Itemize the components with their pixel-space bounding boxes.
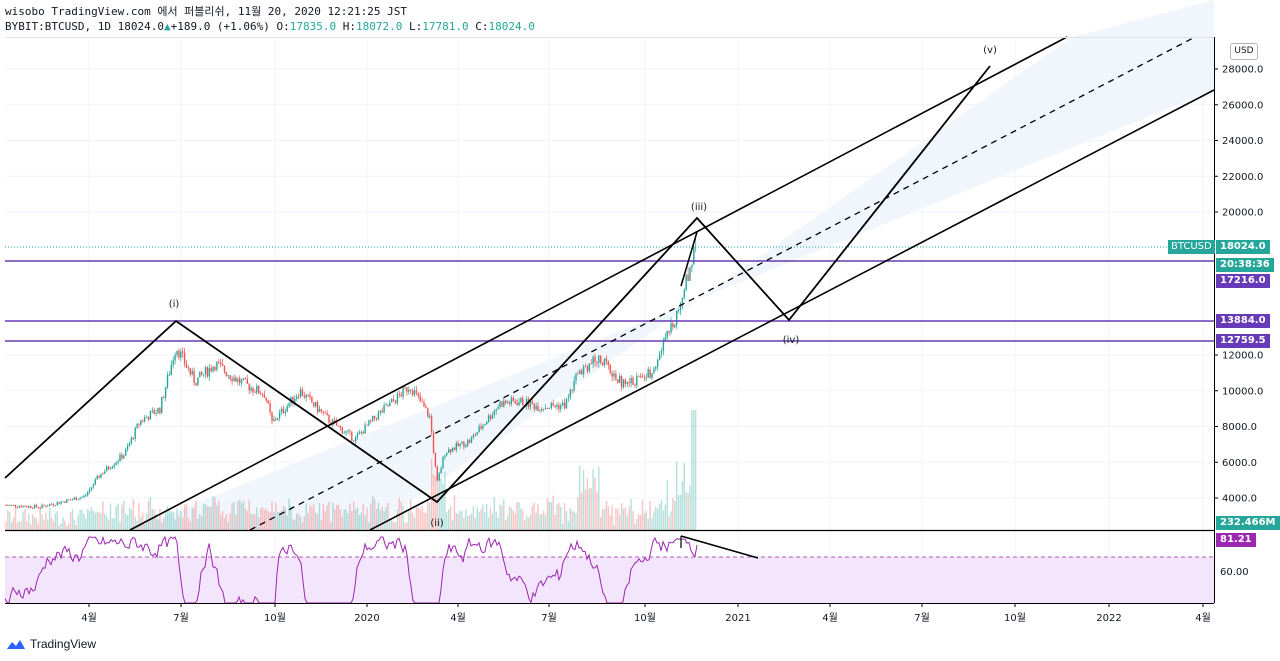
price-tick-label: 12000.0 [1222, 351, 1263, 362]
time-tick-label: 2022 [1096, 613, 1121, 624]
time-tick-label: 7월 [541, 612, 557, 624]
tradingview-logo-icon [7, 640, 25, 649]
last-price-tag: 18024.0 [1216, 240, 1270, 254]
time-tick-label: 4월 [822, 612, 838, 624]
wave-label-iv: (iv) [783, 335, 800, 346]
time-tick-label: 7월 [914, 612, 930, 624]
elliott-wave-path[interactable] [4, 65, 991, 504]
time-axis[interactable]: 4월 7월 10월 2020 4월 7월 10월 2021 4월 7월 10월 2022 4월 [81, 603, 1211, 624]
volume-tag: 232.466M [1216, 516, 1280, 530]
high-value: 18072.0 [356, 20, 403, 33]
price-tick-label: 20000.0 [1222, 208, 1263, 219]
price-tick-label: 28000.0 [1222, 65, 1263, 76]
last-price: 18024.0 [117, 20, 164, 33]
price-tick-label: 10000.0 [1222, 386, 1263, 397]
level-tag-17216: 17216.0 [1216, 274, 1270, 288]
tradingview-logo[interactable]: TradingView [6, 637, 96, 651]
wave-label-ii: (ii) [430, 518, 443, 529]
level-tag-12759: 12759.5 [1216, 334, 1270, 348]
price-tick-label: 26000.0 [1222, 100, 1263, 111]
countdown-tag: 20:38:36 [1216, 258, 1274, 272]
time-tick-label: 10월 [264, 612, 286, 624]
time-tick-label: 2020 [354, 613, 379, 624]
price-tick-label: 4000.0 [1222, 494, 1257, 505]
channel-upper-line[interactable] [129, 36, 1068, 531]
wave-sub-line [680, 231, 698, 287]
wave-label-i: (i) [169, 299, 180, 310]
h-label: H: [342, 20, 357, 33]
rsi-tag: 81.21 [1216, 533, 1256, 547]
price-tick-label: 6000.0 [1222, 458, 1257, 469]
symbol-tag: BTCUSD [1168, 240, 1215, 254]
price-tick-label: 24000.0 [1222, 136, 1263, 147]
rsi-divergence-line[interactable] [680, 535, 759, 559]
rsi-band [5, 557, 1214, 603]
time-tick-label: 7월 [173, 612, 189, 624]
channel-lower-line[interactable] [369, 89, 1215, 531]
time-tick-label: 10월 [1004, 612, 1026, 624]
symbol-label[interactable]: BYBIT:BTCUSD, 1D [5, 20, 111, 33]
up-triangle-icon: ▲ [163, 20, 171, 33]
wave-label-iii: (iii) [691, 202, 707, 213]
o-label: O: [276, 20, 290, 33]
open-value: 17835.0 [289, 20, 337, 33]
chart-header: wisobo TradingView.com 에서 퍼블리쉬, 11월 20, … [5, 4, 535, 34]
price-tick-label: 8000.0 [1222, 422, 1257, 433]
price-change: +189.0 (+1.06%) [170, 20, 270, 33]
c-label: C: [475, 20, 489, 33]
level-tag-13884: 13884.0 [1216, 314, 1270, 328]
channel-mid-line[interactable] [249, 36, 1196, 531]
time-tick-label: 4월 [1195, 612, 1211, 624]
time-tick-label: 4월 [450, 612, 466, 624]
rsi-level-label: 60.00 [1220, 567, 1249, 578]
brand-label: TradingView [30, 637, 97, 651]
currency-button[interactable]: USD [1230, 43, 1258, 60]
time-tick-label: 2021 [725, 613, 750, 624]
low-value: 17781.0 [422, 20, 469, 33]
grid-lines [5, 37, 1214, 603]
time-tick-label: 10월 [634, 612, 656, 624]
price-axis-ticks: 28000.0 26000.0 24000.0 22000.0 20000.0 12000… [1214, 65, 1263, 505]
channel-fill [130, 0, 1214, 530]
close-value: 18024.0 [488, 20, 535, 33]
volume-bars [5, 410, 697, 530]
wave-label-v: (v) [983, 45, 997, 56]
price-candles [5, 238, 697, 510]
publish-line: wisobo TradingView.com 에서 퍼블리쉬, 11월 20, … [5, 5, 407, 18]
price-tick-label: 22000.0 [1222, 172, 1263, 183]
l-label: L: [409, 20, 423, 33]
time-tick-label: 4월 [81, 612, 97, 624]
